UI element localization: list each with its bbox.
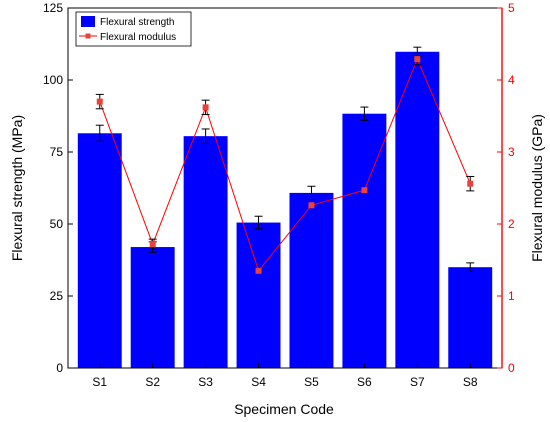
right-tick-label: 2 (508, 217, 515, 231)
bar-S5 (289, 192, 334, 368)
right-tick-label: 3 (508, 145, 515, 159)
x-tick-label: S6 (357, 375, 372, 389)
left-tick-label: 0 (56, 361, 63, 375)
left-tick-label: 125 (43, 1, 63, 15)
right-tick-label: 0 (508, 361, 515, 375)
left-tick-label: 50 (50, 217, 64, 231)
bar-S7 (395, 51, 440, 368)
bar-S8 (448, 267, 493, 368)
left-axis-ticks: 0 25 50 75 100 125 (43, 1, 73, 375)
legend-label-modulus: Flexural modulus (100, 32, 176, 43)
x-tick-label: S7 (410, 375, 425, 389)
modulus-marker-S8 (467, 180, 474, 187)
bar-S4 (236, 222, 281, 368)
right-tick-label: 4 (508, 73, 515, 87)
bar-S6 (342, 113, 387, 368)
right-tick-label: 1 (508, 289, 515, 303)
bar-series (77, 51, 493, 368)
legend-label-strength: Flexural strength (100, 17, 174, 28)
right-tick-label: 5 (508, 1, 515, 15)
legend-swatch-bar (81, 16, 95, 27)
modulus-marker-S3 (202, 104, 209, 111)
x-axis-title: Specimen Code (234, 401, 334, 417)
modulus-markers (96, 56, 474, 274)
x-tick-label: S4 (251, 375, 266, 389)
right-axis-ticks: 0 1 2 3 4 5 (497, 1, 515, 375)
modulus-line (99, 57, 471, 272)
left-axis-title: Flexural strength (MPa) (9, 115, 25, 261)
left-tick-label: 25 (50, 289, 64, 303)
x-axis-ticks: S1 S2 S3 S4 S5 S6 S7 S8 (92, 363, 478, 389)
x-tick-label: S2 (145, 375, 160, 389)
right-axis-title: Flexural modulus (GPa) (529, 114, 545, 262)
x-tick-label: S3 (198, 375, 213, 389)
left-tick-label: 100 (43, 73, 63, 87)
modulus-marker-S1 (96, 98, 103, 105)
modulus-marker-S2 (149, 241, 156, 248)
modulus-marker-S7 (414, 56, 421, 63)
modulus-marker-S4 (255, 267, 262, 274)
modulus-marker-S6 (361, 187, 368, 194)
x-tick-label: S5 (304, 375, 319, 389)
x-tick-label: S8 (463, 375, 478, 389)
legend: Flexural strength Flexural modulus (75, 11, 192, 47)
left-tick-label: 75 (50, 145, 64, 159)
legend-swatch-marker (85, 33, 91, 39)
legend-box (75, 11, 192, 47)
modulus-marker-S5 (308, 202, 315, 209)
x-tick-label: S1 (92, 375, 107, 389)
bar-S3 (183, 136, 228, 368)
bar-S2 (130, 247, 175, 368)
bar-S1 (77, 133, 122, 368)
